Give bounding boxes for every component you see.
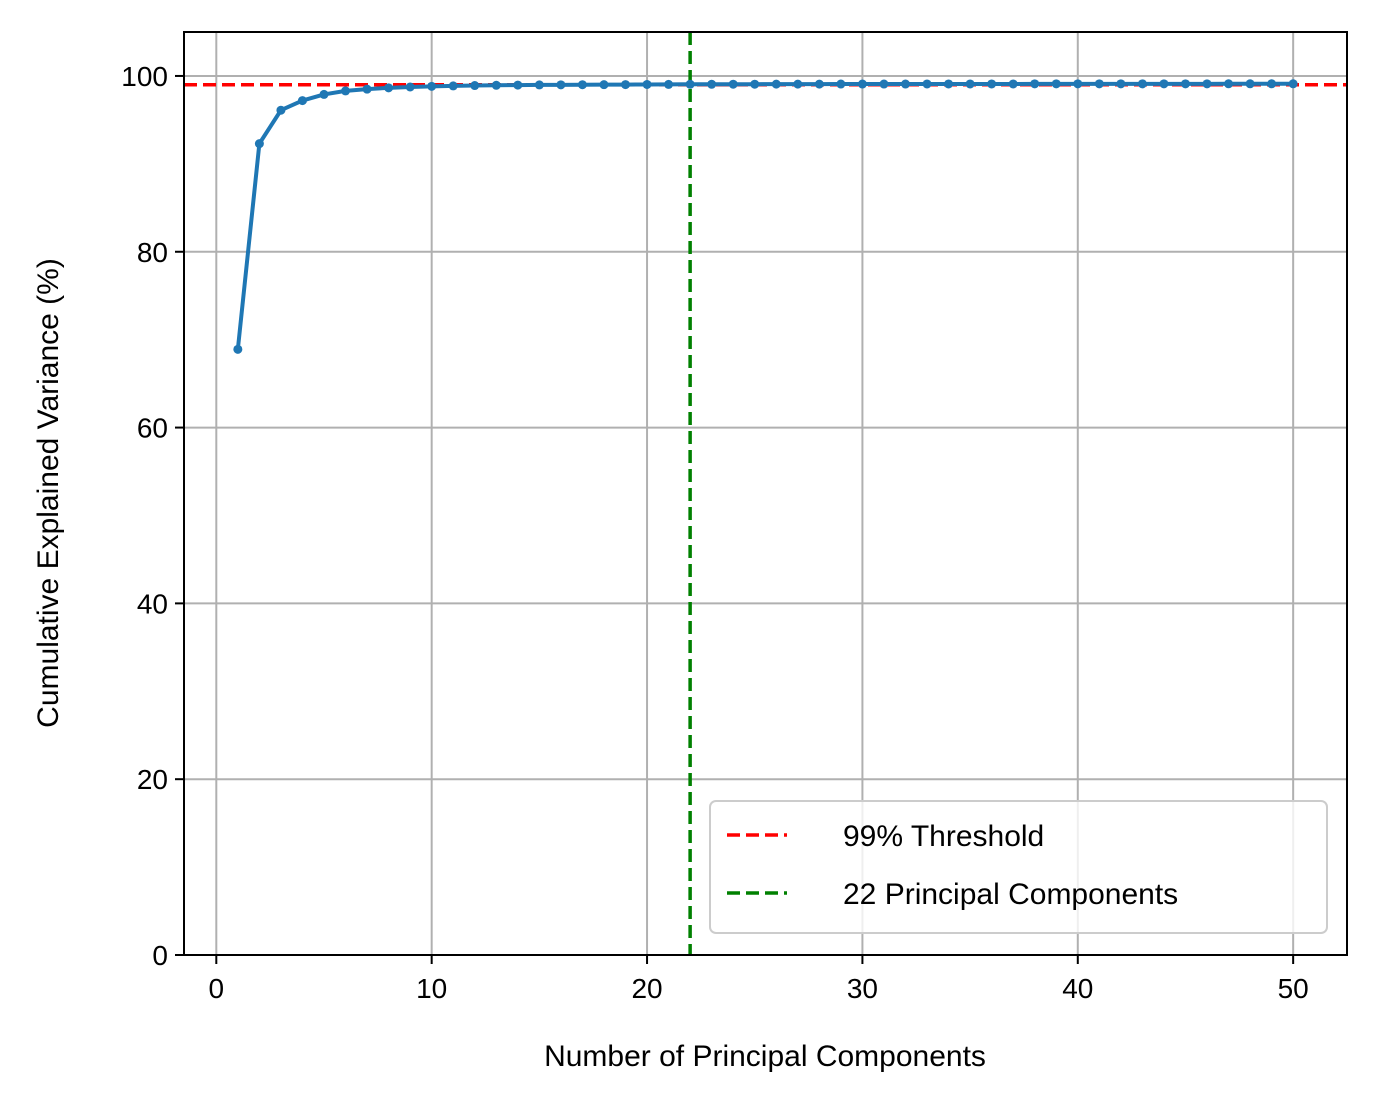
data-point — [750, 79, 760, 89]
y-tick-label: 0 — [152, 940, 168, 971]
data-point — [405, 82, 415, 92]
y-tick-label: 40 — [137, 588, 168, 619]
data-point — [1116, 79, 1126, 89]
x-tick-label: 0 — [209, 973, 225, 1004]
data-point — [556, 80, 566, 90]
plot-area-frame — [183, 31, 1348, 956]
data-point — [254, 139, 264, 149]
data-point — [1159, 79, 1169, 89]
data-point — [319, 89, 329, 99]
data-point — [276, 105, 286, 115]
data-point — [1180, 79, 1190, 89]
data-point — [233, 344, 243, 354]
x-tick-label: 40 — [1062, 973, 1093, 1004]
data-point — [384, 83, 394, 93]
x-tick-label: 20 — [631, 973, 662, 1004]
data-point — [685, 79, 695, 89]
data-point — [297, 96, 307, 106]
data-point — [1073, 79, 1083, 89]
data-point — [362, 84, 372, 94]
data-point — [1094, 79, 1104, 89]
legend-label-components: 22 Principal Components — [843, 878, 1178, 911]
data-point — [1202, 79, 1212, 89]
data-point — [341, 86, 351, 96]
data-point — [987, 79, 997, 89]
data-point — [1051, 79, 1061, 89]
ticks: 0 10 20 30 40 50 0 20 40 60 80 100 — [121, 61, 1308, 1004]
y-axis-label: Cumulative Explained Variance (%) — [32, 258, 65, 728]
data-point — [965, 79, 975, 89]
data-point — [814, 79, 824, 89]
data-point — [534, 80, 544, 90]
data-point — [879, 79, 889, 89]
data-point — [1245, 79, 1255, 89]
data-point — [1030, 79, 1040, 89]
data-point — [642, 79, 652, 89]
x-tick-label: 50 — [1278, 973, 1309, 1004]
legend-label-threshold: 99% Threshold — [843, 820, 1044, 853]
data-point — [900, 79, 910, 89]
y-tick-label: 100 — [121, 61, 168, 92]
data-point — [857, 79, 867, 89]
data-point — [771, 79, 781, 89]
data-point — [448, 81, 458, 91]
data-point — [707, 79, 717, 89]
data-point — [1267, 79, 1277, 89]
x-tick-label: 30 — [847, 973, 878, 1004]
data-point — [944, 79, 954, 89]
y-tick-label: 60 — [137, 413, 168, 444]
data-point — [836, 79, 846, 89]
legend: 99% Threshold 22 Principal Components — [709, 800, 1328, 934]
data-point — [470, 81, 480, 91]
data-point — [1008, 79, 1018, 89]
data-point — [513, 80, 523, 90]
y-tick-label: 20 — [137, 764, 168, 795]
series-group — [233, 79, 1298, 354]
data-point — [427, 81, 437, 91]
x-tick-label: 10 — [416, 973, 447, 1004]
data-point — [728, 79, 738, 89]
data-point — [1224, 79, 1234, 89]
data-point — [793, 79, 803, 89]
data-point — [664, 79, 674, 89]
data-point — [621, 80, 631, 90]
y-tick-label: 80 — [137, 237, 168, 268]
data-point — [577, 80, 587, 90]
data-point — [491, 80, 501, 90]
data-point — [922, 79, 932, 89]
data-point — [599, 80, 609, 90]
x-axis-label: Number of Principal Components — [544, 1040, 986, 1073]
data-point — [1137, 79, 1147, 89]
data-point — [1288, 79, 1298, 89]
legend-box — [709, 800, 1328, 934]
